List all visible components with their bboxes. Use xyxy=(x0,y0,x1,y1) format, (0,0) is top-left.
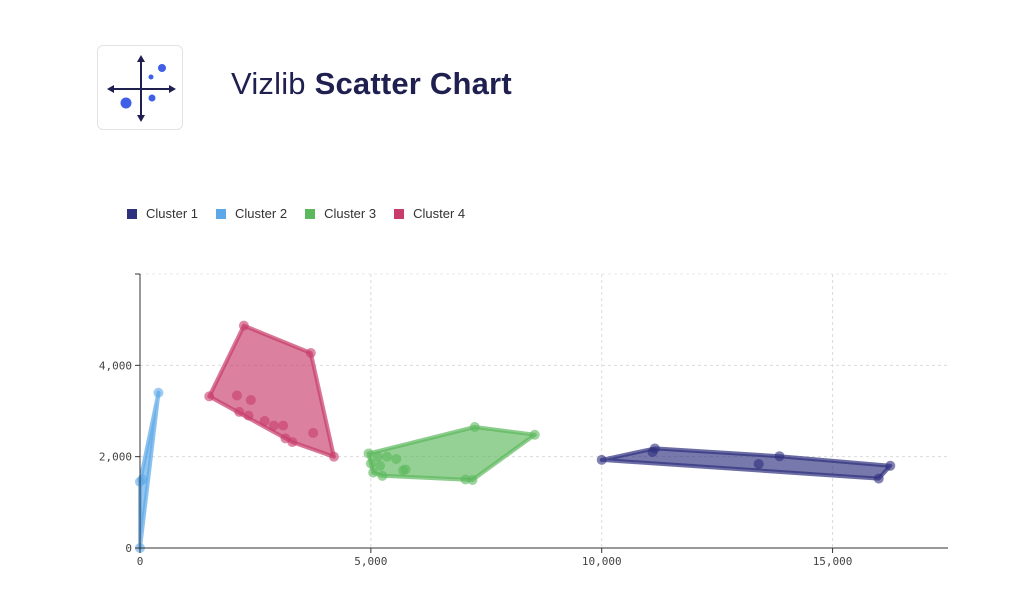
y-tick-label: 2,000 xyxy=(99,451,132,464)
chart-legend: Cluster 1 Cluster 2 Cluster 3 Cluster 4 xyxy=(127,206,465,221)
data-point-cluster-1 xyxy=(885,460,896,471)
legend-swatch xyxy=(216,208,227,219)
data-point-cluster-3 xyxy=(375,460,386,471)
data-point-cluster-3 xyxy=(400,464,411,475)
data-point-cluster-3 xyxy=(365,458,376,469)
y-tick-label: 4,000 xyxy=(99,359,132,372)
x-tick-label: 10,000 xyxy=(582,555,622,568)
legend-label: Cluster 2 xyxy=(235,206,288,221)
page-title: Vizlib Scatter Chart xyxy=(231,66,512,102)
data-point-cluster-1 xyxy=(873,473,884,484)
data-point-cluster-3 xyxy=(529,429,540,440)
cluster-hull-3 xyxy=(366,425,537,482)
data-point-cluster-4 xyxy=(287,437,298,448)
data-point-cluster-4 xyxy=(259,416,270,427)
data-point-cluster-4 xyxy=(234,406,245,417)
legend-swatch xyxy=(305,208,316,219)
data-point-cluster-2 xyxy=(153,387,164,398)
data-point-cluster-3 xyxy=(372,451,383,462)
legend-swatch xyxy=(394,208,405,219)
legend-label: Cluster 3 xyxy=(324,206,377,221)
legend-label: Cluster 1 xyxy=(146,206,199,221)
data-point-cluster-1 xyxy=(649,443,660,454)
y-tick-label: 0 xyxy=(125,542,132,555)
data-point-cluster-4 xyxy=(305,348,316,359)
cluster-hull-1 xyxy=(599,446,893,481)
data-point-cluster-3 xyxy=(377,470,388,481)
data-point-cluster-4 xyxy=(238,320,249,331)
title-product: Scatter Chart xyxy=(314,66,512,101)
data-point-cluster-3 xyxy=(467,474,478,485)
data-point-cluster-4 xyxy=(268,420,279,431)
data-point-cluster-4 xyxy=(204,391,215,402)
legend-swatch xyxy=(127,208,137,219)
legend-label: Cluster 4 xyxy=(413,206,466,221)
data-point-cluster-1 xyxy=(774,451,785,462)
data-point-cluster-3 xyxy=(368,467,379,478)
title-brand: Vizlib xyxy=(231,66,306,101)
data-point-cluster-3 xyxy=(391,453,402,464)
data-point-cluster-1 xyxy=(596,454,607,465)
data-point-cluster-3 xyxy=(382,451,393,462)
legend-item-cluster-2[interactable]: Cluster 2 xyxy=(216,206,287,221)
app-logo xyxy=(97,45,183,130)
cluster-hull-2 xyxy=(138,390,161,550)
data-point-cluster-4 xyxy=(328,451,339,462)
data-point-cluster-2 xyxy=(137,474,148,485)
x-tick-label: 15,000 xyxy=(813,555,853,568)
data-point-cluster-4 xyxy=(308,427,319,438)
data-point-cluster-4 xyxy=(243,410,254,421)
data-point-cluster-4 xyxy=(278,420,289,431)
data-point-cluster-3 xyxy=(363,448,374,459)
legend-item-cluster-4[interactable]: Cluster 4 xyxy=(394,206,465,221)
legend-item-cluster-1[interactable]: Cluster 1 xyxy=(127,206,198,221)
scatter-axes-icon xyxy=(107,55,176,122)
data-point-cluster-4 xyxy=(245,395,256,406)
data-point-cluster-1 xyxy=(753,458,764,469)
legend-item-cluster-3[interactable]: Cluster 3 xyxy=(305,206,376,221)
x-tick-label: 5,000 xyxy=(354,555,387,568)
data-point-cluster-3 xyxy=(469,421,480,432)
x-tick-label: 0 xyxy=(137,555,144,568)
data-point-cluster-4 xyxy=(231,390,242,401)
